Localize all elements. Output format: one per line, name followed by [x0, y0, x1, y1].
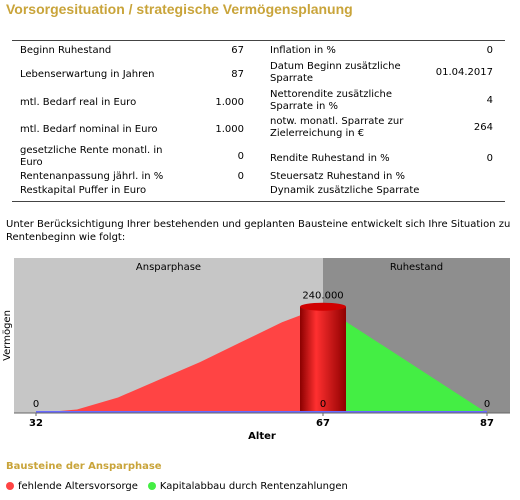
row-label: notw. monatl. Sparrate zur Zielerreichun…	[270, 116, 404, 139]
table-row: Steuersatz Ruhestand in %	[270, 171, 493, 199]
row-value: 1.000	[215, 97, 244, 108]
row-label: mtl. Bedarf real in Euro	[20, 97, 137, 108]
data-label: 0	[33, 399, 39, 410]
row-value: 1.000	[215, 124, 244, 135]
table-row: Rentenanpassung jährl. in % 0	[20, 171, 244, 199]
table-row: Dynamik zusätzliche Sparrate	[270, 185, 493, 213]
legend-label: Kapitalabbau durch Rentenzahlungen	[159, 481, 348, 492]
data-label: 0	[320, 399, 326, 410]
data-label: 240.000	[302, 291, 343, 302]
row-label: Beginn Ruhestand	[20, 45, 112, 56]
phase-label: Ruhestand	[390, 262, 443, 273]
row-label: Inflation in %	[270, 45, 336, 56]
row-value: 87	[231, 69, 244, 80]
row-label: Dynamik zusätzliche Sparrate	[270, 185, 420, 196]
legend-swatch	[6, 482, 14, 490]
page-title: Vorsorgesituation / strategische Vermöge…	[6, 1, 353, 17]
legend-item: fehlende Altersvorsorge	[6, 481, 138, 492]
row-label: Datum Beginn zusätzliche Sparrate	[270, 61, 401, 84]
row-value: 0	[486, 45, 493, 56]
table-row: Restkapital Puffer in Euro	[20, 185, 244, 213]
table-row: Lebenserwartung in Jahren 87	[20, 69, 244, 97]
data-label: 0	[484, 399, 490, 410]
row-value: 67	[231, 45, 244, 56]
table-row: mtl. Bedarf real in Euro 1.000	[20, 97, 244, 125]
area	[36, 306, 323, 413]
row-label: Restkapital Puffer in Euro	[20, 185, 147, 196]
row-value: 01.04.2017	[435, 67, 493, 78]
section-title: Bausteine der Ansparphase	[6, 461, 162, 472]
row-label: Rentenanpassung jährl. in %	[20, 171, 164, 182]
row-value: 0	[237, 151, 244, 162]
x-tick-label: 32	[29, 418, 43, 429]
row-label: mtl. Bedarf nominal in Euro	[20, 124, 158, 135]
legend-item: Kapitalabbau durch Rentenzahlungen	[147, 481, 348, 492]
legend: fehlende Altersvorsorge Kapitalabbau durc…	[6, 481, 348, 492]
row-value: 264	[473, 122, 493, 133]
bar	[300, 306, 346, 413]
table-row: gesetzliche Rente monatl. in Euro 0	[20, 145, 244, 173]
parameter-table: Beginn Ruhestand 67 Lebenserwartung in Jah…	[12, 40, 505, 202]
row-label: Rendite Ruhestand in %	[270, 153, 390, 164]
table-row: Rendite Ruhestand in % 0	[270, 153, 493, 181]
table-row: Datum Beginn zusätzliche Sparrate 01.04.2…	[270, 61, 493, 89]
row-value: 0	[237, 171, 244, 182]
y-axis-label: Vermögen	[2, 310, 13, 361]
row-value: 4	[486, 95, 493, 106]
chart: Ansparphase Ruhestand 240.000 0 0 0 32 67 87 Alte…	[2, 258, 510, 442]
x-tick-label: 67	[316, 418, 330, 429]
row-label: Steuersatz Ruhestand in %	[270, 171, 405, 182]
row-label: gesetzliche Rente monatl. in Euro	[20, 145, 163, 168]
phase-label: Ansparphase	[136, 262, 201, 273]
row-value: 0	[486, 153, 493, 164]
intro-text: Unter Berücksichtigung Ihrer bestehenden…	[6, 219, 511, 243]
x-tick-label: 87	[480, 418, 494, 429]
x-axis-label: Alter	[248, 431, 276, 442]
row-label: Lebenserwartung in Jahren	[20, 69, 155, 80]
table-row: Beginn Ruhestand 67	[20, 45, 244, 73]
legend-label: fehlende Altersvorsorge	[18, 481, 138, 492]
table-row: Inflation in % 0	[270, 45, 493, 73]
table-row: notw. monatl. Sparrate zur Zielerreichun…	[270, 116, 493, 144]
table-row: mtl. Bedarf nominal in Euro 1.000	[20, 124, 244, 152]
bar-cap	[300, 302, 346, 311]
table-row: Nettorendite zusätzliche Sparrate in % 4	[270, 89, 493, 117]
row-label: Nettorendite zusätzliche Sparrate in %	[270, 89, 392, 112]
legend-swatch	[147, 482, 156, 490]
